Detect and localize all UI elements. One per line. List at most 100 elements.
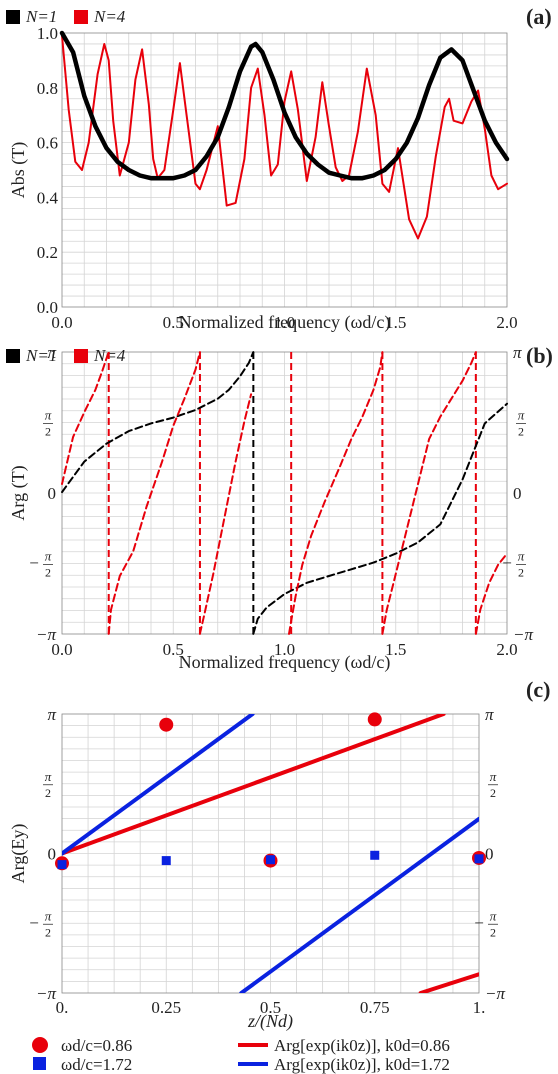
panel-c-ytick-left-num: π xyxy=(45,769,52,784)
panel-a-legend-label-n1: N=1 xyxy=(25,7,57,26)
panel-b-ytick-left-minus: − xyxy=(28,554,39,573)
panel-a-label: (a) xyxy=(526,4,552,29)
panel-b-ytick-right-text: −π xyxy=(513,625,533,644)
panel-c-xtick-label: 0.25 xyxy=(151,998,181,1017)
panel-b-series-n4-segment xyxy=(381,351,477,635)
panel-b-ytick-right-text: π xyxy=(513,343,522,362)
panel-c-point-square xyxy=(370,850,380,860)
panel-a-series-n4-line xyxy=(61,34,508,240)
panel-a-xtick-label: 1.0 xyxy=(274,313,295,332)
panel-b-ytick-left: −π xyxy=(36,625,56,644)
panel-c-phase-line-red xyxy=(62,714,446,856)
panel-c-ytick-right: −π xyxy=(485,984,505,1003)
panel-b-ytick-left: π xyxy=(47,343,56,362)
panel-c-legend-label: Arg[exp(ik0z)], k0d=1.72 xyxy=(274,1055,450,1074)
panel-c-phase-line-red xyxy=(418,972,479,993)
panel-c-ytick-left-den: 2 xyxy=(45,925,51,939)
panel-b-ytick-left-text: −π xyxy=(36,625,56,644)
panel-b-xtick-label: 1.5 xyxy=(385,640,406,659)
panel-b-ytick-right: − π 2 xyxy=(501,549,526,580)
panel-b-series-n1-segment xyxy=(252,402,508,635)
panel-c-ytick-left-minus: − xyxy=(28,913,39,932)
panel-c-xtick-label: 0.75 xyxy=(360,998,390,1017)
panel-c-point-circle xyxy=(159,717,174,732)
panel-c-ytick-right: − π 2 xyxy=(473,908,498,939)
panel-b-xtick-label: 0.0 xyxy=(51,640,72,659)
panel-c-ytick-left: 0 xyxy=(48,845,57,864)
panel-c-label: (c) xyxy=(526,677,550,702)
panel-b-ytick-right-den: 2 xyxy=(518,425,524,439)
panel-b-xtick-label: 1.0 xyxy=(274,640,295,659)
panel-c-ytick-right-text: 0 xyxy=(485,845,494,864)
panel-c-ytick-right-den: 2 xyxy=(490,786,496,800)
panel-a-ytick-label: 0.2 xyxy=(37,243,58,262)
panel-c-phase-line-blue xyxy=(62,714,255,856)
panel-c-ytick-left: − π 2 xyxy=(28,908,53,939)
panel-c-point-circle xyxy=(367,712,382,727)
panel-b-xlabel: Normalized frequency (ωd/c) xyxy=(179,652,391,673)
panel-c-ytick-left: π2 xyxy=(43,769,53,800)
panel-c-ytick-left: π xyxy=(47,705,56,724)
panel-c-ylabel: Arg(Ey) xyxy=(8,824,29,884)
panel-a-ytick-label: 0.6 xyxy=(37,134,58,153)
panel-b-ytick-left: 0 xyxy=(48,484,57,503)
panel-b-ytick-left-den: 2 xyxy=(45,425,51,439)
panel-c-legend-label: ωd/c=1.72 xyxy=(61,1055,132,1074)
panel-b-ytick-left-text: π xyxy=(47,343,56,362)
panel-c-ytick-right: 0 xyxy=(485,845,494,864)
panel-b-ytick-left-num: π xyxy=(45,408,52,423)
panel-c-point-square xyxy=(266,855,275,865)
panel-b-ytick-right-num: π xyxy=(518,549,525,564)
panel-c-ytick-right-text: −π xyxy=(485,984,505,1003)
panel-c-ytick-left-num: π xyxy=(45,908,52,923)
panel-b-legend-swatch-n4 xyxy=(74,349,88,363)
panel-b-ytick-right-num: π xyxy=(518,408,525,423)
panel-a-xtick-label: 0.0 xyxy=(51,313,72,332)
panel-b-ytick-right-text: 0 xyxy=(513,484,522,503)
panel-a-frame xyxy=(61,32,508,308)
panel-b-xtick-label: 2.0 xyxy=(496,640,517,659)
panel-b-series-n4-segment xyxy=(61,351,110,485)
panel-a-xtick-label: 2.0 xyxy=(496,313,517,332)
panel-b-series-n4-segment xyxy=(288,351,384,635)
panel-a-ylabel: Abs (T) xyxy=(8,142,29,199)
panel-c-phase-line-blue xyxy=(239,816,479,993)
panel-b-ytick-left: − π 2 xyxy=(28,549,53,580)
panel-a-xlabel: Normalized frequency (ωd/c) xyxy=(179,312,391,333)
panel-b-legend-swatch-n1 xyxy=(6,349,20,363)
panel-c-point-square xyxy=(161,856,171,866)
panel-c-legend-label: Arg[exp(ik0z)], k0d=0.86 xyxy=(274,1036,450,1055)
panel-c-ytick-left: −π xyxy=(36,984,56,1003)
panel-b-ytick-left: π2 xyxy=(43,408,53,439)
panel-c-legend-marker-square xyxy=(33,1057,46,1070)
panel-a-legend-label-n4: N=4 xyxy=(93,7,126,26)
panel-b-series-n4-segment xyxy=(474,552,508,635)
panel-a-legend-swatch-n4 xyxy=(74,10,88,24)
panel-c-ytick-right-num: π xyxy=(490,769,497,784)
panel-c-ytick-right-den: 2 xyxy=(490,925,496,939)
panel-c-ytick-left-den: 2 xyxy=(45,786,51,800)
panel-c-legend-label: ωd/c=0.86 xyxy=(61,1036,132,1055)
panel-a-xtick-label: 0.5 xyxy=(163,313,184,332)
panel-b-xtick-label: 0.5 xyxy=(163,640,184,659)
panel-b-ytick-right: π2 xyxy=(516,408,526,439)
panel-b-label: (b) xyxy=(526,343,553,368)
panel-a-ytick-label: 1.0 xyxy=(37,24,58,43)
panel-c-ytick-right: π xyxy=(485,705,494,724)
panel-c-legend-marker-circle xyxy=(32,1037,48,1053)
panel-b-ytick-left-den: 2 xyxy=(45,566,51,580)
panel-c-xtick-label: 1. xyxy=(473,998,486,1017)
panel-c-ytick-left-text: π xyxy=(47,705,56,724)
panel-b-series-n1-segment xyxy=(61,351,255,494)
panel-a-series-n1-line xyxy=(59,30,510,181)
panel-c-ytick-right-minus: − xyxy=(473,913,484,932)
panel-a-ytick-label: 0.8 xyxy=(37,79,58,98)
panel-a-legend-swatch-n1 xyxy=(6,10,20,24)
panel-a-ytick-label: 0.4 xyxy=(37,188,59,207)
panel-c-point-square xyxy=(57,860,67,870)
panel-b-ytick-right-minus: − xyxy=(501,554,512,573)
panel-c-xtick-label: 0. xyxy=(56,998,69,1017)
panel-b-ytick-right: 0 xyxy=(513,484,522,503)
panel-c-ytick-left-text: −π xyxy=(36,984,56,1003)
